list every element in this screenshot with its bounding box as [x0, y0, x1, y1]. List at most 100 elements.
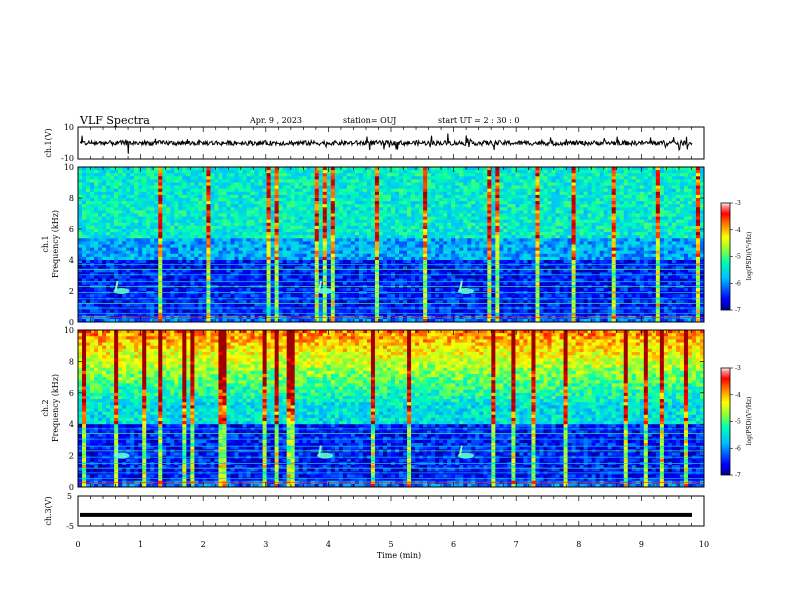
spectrogram-cell [90, 222, 95, 227]
spectrogram-cell [382, 247, 388, 252]
spectrogram-cell [266, 210, 272, 214]
spectrogram-cell [639, 182, 645, 186]
spectrogram-cell [334, 260, 340, 264]
spectrogram-cell [226, 188, 231, 193]
spectrogram-cell [655, 222, 661, 227]
spectrogram-cell [423, 210, 428, 214]
spectrogram-cell [499, 241, 504, 245]
spectrogram-cell [158, 176, 163, 180]
spectrogram-cell [691, 235, 697, 239]
spectrogram-cell [495, 222, 500, 227]
figure-title: VLF Spectra [79, 114, 150, 127]
spectrogram-cell [587, 253, 593, 258]
spectrogram-cell [182, 198, 187, 202]
spectrogram-cell [354, 229, 360, 233]
spectrogram-cell [114, 167, 119, 171]
spectrogram-cell [342, 256, 348, 261]
spectrogram-cell [238, 256, 243, 261]
spectrogram-cell [507, 244, 512, 248]
spectrogram-cell [110, 216, 115, 221]
spectrogram-cell [246, 253, 251, 258]
spectrogram-cell [234, 170, 239, 174]
spectrogram-cell [370, 241, 376, 245]
spectrogram-cell [218, 225, 223, 230]
spectrogram-cell [114, 185, 119, 190]
spectrogram-cell [366, 229, 372, 233]
spectrogram-cell [314, 213, 320, 217]
spectrogram-cell [318, 250, 324, 255]
spectrogram-cell [302, 191, 308, 196]
spectrogram-cell [599, 191, 605, 196]
spectrogram-cell [599, 235, 605, 239]
spectrogram-cell [290, 225, 296, 230]
spectrogram-cell [162, 232, 167, 236]
spectrogram-cell [439, 229, 444, 233]
spectrogram-cell [270, 167, 276, 171]
spectrogram-cell [523, 170, 528, 174]
spectrogram-cell [435, 222, 440, 227]
spectrogram-cell [407, 216, 412, 221]
spectrogram-cell [579, 238, 585, 242]
spectrogram-cell [350, 229, 356, 233]
spectrogram-cell [635, 225, 641, 230]
spectrogram-cell [86, 204, 91, 208]
spectrogram-cell [162, 210, 167, 214]
spectrogram-cell [294, 222, 300, 227]
spectrogram-cell [190, 204, 195, 208]
spectrogram-cell [90, 260, 95, 264]
spectrogram-cell [443, 207, 448, 211]
spectrogram-cell [250, 198, 255, 202]
spectrogram-cell [655, 204, 661, 208]
spectrogram-cell [471, 244, 476, 248]
spectrogram-cell [683, 213, 689, 217]
spectrogram-cell [619, 179, 625, 183]
spectrogram-cell [571, 182, 576, 186]
spectrogram-cell [214, 213, 219, 217]
spectrogram-cell [495, 247, 500, 252]
spectrogram-cell [238, 232, 243, 236]
spectrogram-cell [603, 198, 609, 202]
spectrogram-cell [230, 216, 235, 221]
spectrogram-cell [471, 247, 476, 252]
spectrogram-cell [170, 225, 175, 230]
spectrogram-cell [122, 241, 127, 245]
spectrogram-cell [651, 247, 657, 252]
spectrogram-cell [378, 179, 384, 183]
spectrogram-cell [687, 170, 693, 174]
spectrogram-cell [527, 232, 532, 236]
spectrogram-cell [399, 198, 404, 202]
spectrogram-cell [158, 238, 163, 242]
spectrogram-cell [166, 191, 171, 196]
spectrogram-cell [186, 185, 191, 190]
spectrogram-cell [202, 201, 207, 205]
spectrogram-cell [591, 260, 597, 264]
spectrogram-cell [114, 260, 119, 264]
spectrogram-cell [370, 173, 376, 177]
spectrogram-cell [174, 198, 179, 202]
spectrogram-cell [330, 232, 336, 236]
spectrogram-cell [350, 232, 356, 236]
spectrogram-cell [294, 238, 300, 242]
spectrogram-cell [639, 198, 645, 202]
spectrogram-cell [411, 253, 416, 258]
spectrogram-cell [619, 238, 625, 242]
spectrogram-cell [250, 229, 255, 233]
spectrogram-cell [190, 207, 195, 211]
spectrogram-cell [154, 201, 159, 205]
spectrogram-cell [547, 225, 552, 230]
spectrogram-cell [290, 247, 296, 252]
spectrogram-cell [106, 179, 111, 183]
spectrogram-cell [523, 232, 528, 236]
spectrogram-cell [126, 219, 131, 224]
spectrogram-cell [98, 232, 103, 236]
spectrogram-cell [531, 176, 536, 180]
spectrogram-cell [306, 207, 312, 211]
spectrogram-cell [503, 194, 508, 199]
spectrogram-cell [126, 216, 131, 221]
spectrogram-cell [619, 194, 625, 199]
spectrogram-cell [467, 238, 472, 242]
spectrogram-cell [535, 182, 540, 186]
spectrogram-cell [86, 173, 91, 177]
spectrogram-cell [82, 229, 87, 233]
spectrogram-cell [615, 235, 621, 239]
